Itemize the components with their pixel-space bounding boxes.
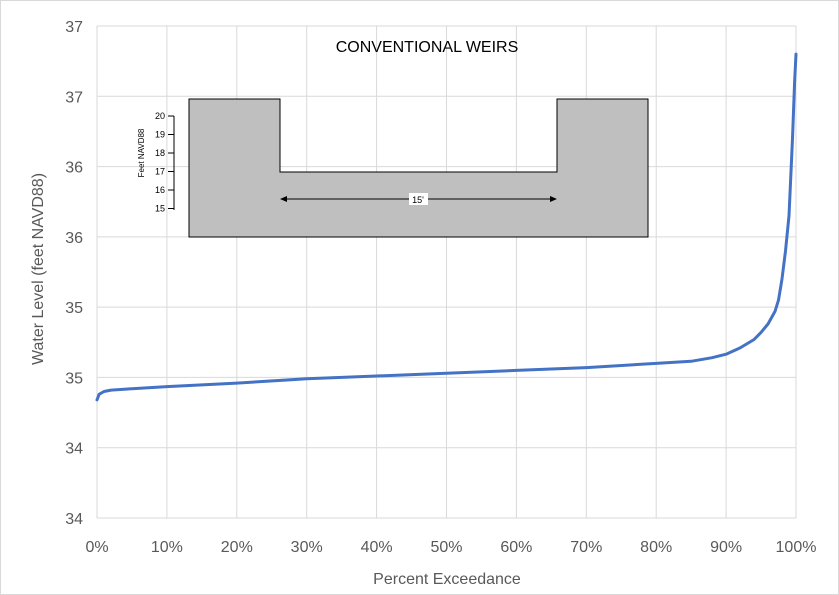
- inset-tick-label: 20: [155, 111, 165, 121]
- y-tick-label: 34: [65, 441, 83, 458]
- y-tick-label: 36: [65, 160, 83, 177]
- x-axis-ticks: 0% 10% 20% 30% 40% 50% 60% 70% 80% 90% 100%: [85, 539, 816, 556]
- inset-tick-label: 17: [155, 167, 165, 177]
- y-axis-title: Water Level (feet NAVD88): [30, 173, 47, 365]
- y-axis-ticks: 34 34 35 35 36 36 37 37: [65, 19, 83, 528]
- series-line: [95, 52, 798, 402]
- y-tick-label: 34: [65, 511, 83, 528]
- inset-tick-label: 19: [155, 130, 165, 140]
- y-tick-label: 35: [65, 370, 83, 387]
- x-tick-label: 90%: [710, 539, 742, 556]
- inset-tick-label: 18: [155, 148, 165, 158]
- y-tick-label: 35: [65, 300, 83, 317]
- inset-tick-label: 15: [155, 204, 165, 214]
- y-tick-label: 36: [65, 230, 83, 247]
- inset-axis-label: Feet NAVD88: [137, 128, 146, 177]
- dimension-arrow-right: [550, 196, 557, 202]
- x-tick-label: 0%: [85, 539, 108, 556]
- x-tick-label: 60%: [500, 539, 532, 556]
- x-tick-label: 20%: [221, 539, 253, 556]
- inset-scale-ticks: 20 19 18 17 16 15: [155, 111, 174, 214]
- weir-inset: CONVENTIONAL WEIRS 20 19 18 17 16 15 Feet NAV…: [137, 39, 649, 238]
- y-tick-label: 37: [65, 19, 83, 36]
- x-tick-label: 10%: [151, 539, 183, 556]
- x-axis-title: Percent Exceedance: [373, 571, 521, 588]
- dimension-label: 15': [412, 195, 424, 205]
- dimension-label-bg: [409, 193, 428, 205]
- y-tick-label: 37: [65, 89, 83, 106]
- x-tick-label: 40%: [361, 539, 393, 556]
- x-tick-label: 30%: [291, 539, 323, 556]
- weir-cross-section: [188, 98, 649, 238]
- x-tick-label: 50%: [430, 539, 462, 556]
- x-tick-label: 70%: [570, 539, 602, 556]
- inset-title: CONVENTIONAL WEIRS: [336, 39, 519, 56]
- inset-tick-label: 16: [155, 185, 165, 195]
- x-tick-label: 100%: [776, 539, 817, 556]
- x-tick-label: 80%: [640, 539, 672, 556]
- series-layer: [95, 52, 798, 402]
- dimension-arrow-left: [280, 196, 287, 202]
